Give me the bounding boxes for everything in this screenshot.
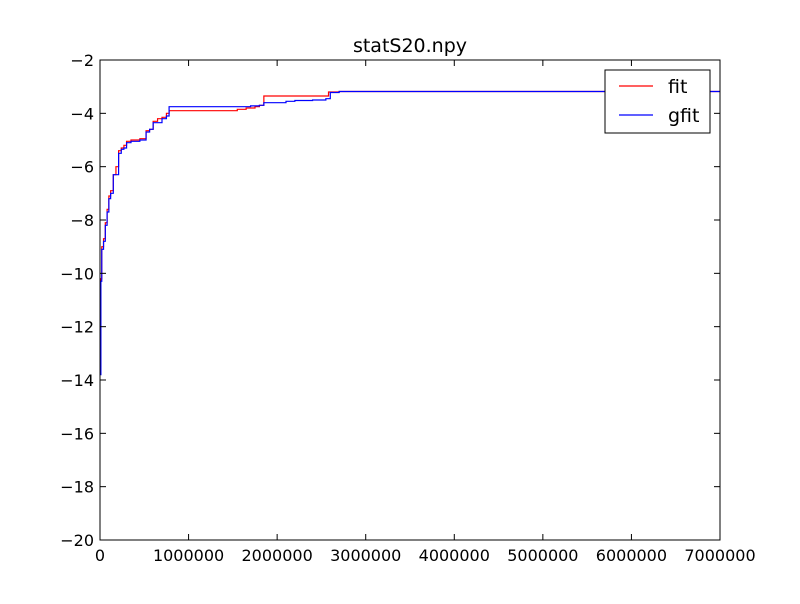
legend-box: [604, 69, 711, 134]
x-tick-label: 1000000: [153, 546, 224, 565]
x-tick-label: 3000000: [330, 546, 401, 565]
y-tick-label: −20: [60, 531, 94, 550]
legend-label-fit: fit: [668, 76, 687, 98]
plot-area-frame: [99, 59, 721, 541]
y-tick-label: −8: [70, 211, 94, 230]
y-tick-label: −4: [70, 104, 94, 123]
y-tick-label: −6: [70, 158, 94, 177]
series-line-gfit: [100, 90, 720, 376]
x-tick-label: 5000000: [507, 546, 578, 565]
y-tick-label: −2: [70, 51, 94, 70]
y-tick-label: −10: [60, 264, 94, 283]
legend-label-gfit: gfit: [668, 105, 699, 127]
x-tick-label: 4000000: [419, 546, 490, 565]
chart-title: statS20.npy: [353, 35, 467, 57]
x-tick-label: 7000000: [684, 546, 755, 565]
x-tick-label: 2000000: [242, 546, 313, 565]
legend: fit gfit: [604, 69, 711, 134]
y-tick-label: −18: [60, 478, 94, 497]
y-tick-label: −14: [60, 371, 94, 390]
x-tick-label: 0: [95, 546, 105, 565]
y-tick-label: −12: [60, 318, 94, 337]
x-tick-label: 6000000: [596, 546, 667, 565]
y-tick-label: −16: [60, 424, 94, 443]
